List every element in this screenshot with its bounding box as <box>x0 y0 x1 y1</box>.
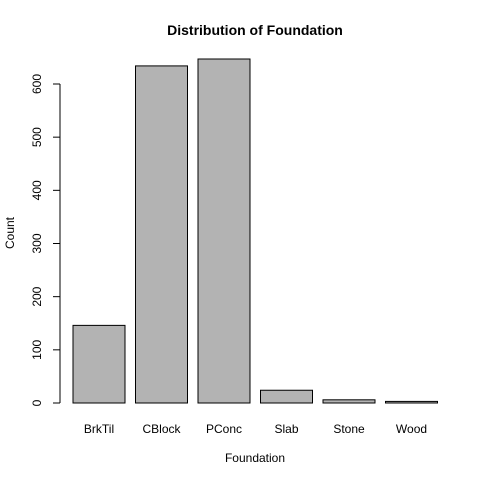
y-tick-label: 200 <box>30 286 44 306</box>
y-tick-label: 500 <box>30 127 44 147</box>
x-tick-label-wood: Wood <box>396 422 427 436</box>
x-tick-labels: BrkTil CBlock PConc Slab Stone Wood <box>84 422 427 436</box>
bar-wood <box>385 400 438 404</box>
x-tick-label-pconc: PConc <box>206 422 242 436</box>
x-tick-label-cblock: CBlock <box>142 422 181 436</box>
bar-pconc <box>197 58 251 404</box>
x-tick-label-slab: Slab <box>274 422 298 436</box>
y-tick-label: 600 <box>30 74 44 94</box>
y-axis-label: Count <box>3 216 17 249</box>
y-tick-label: 300 <box>30 233 44 253</box>
y-tick-label: 100 <box>30 339 44 359</box>
x-tick-label-stone: Stone <box>333 422 365 436</box>
bar-brktil <box>72 324 126 404</box>
y-tick-label: 0 <box>30 399 44 406</box>
chart-title: Distribution of Foundation <box>167 22 343 38</box>
y-axis: 0 100 200 300 400 500 600 <box>30 74 61 406</box>
bars-group <box>72 58 438 404</box>
bar-slab <box>260 389 313 404</box>
x-axis-label: Foundation <box>225 451 285 465</box>
x-tick-label-brktil: BrkTil <box>84 422 114 436</box>
bar-stone <box>322 399 376 404</box>
bar-cblock <box>135 65 188 404</box>
y-tick-label: 400 <box>30 180 44 200</box>
